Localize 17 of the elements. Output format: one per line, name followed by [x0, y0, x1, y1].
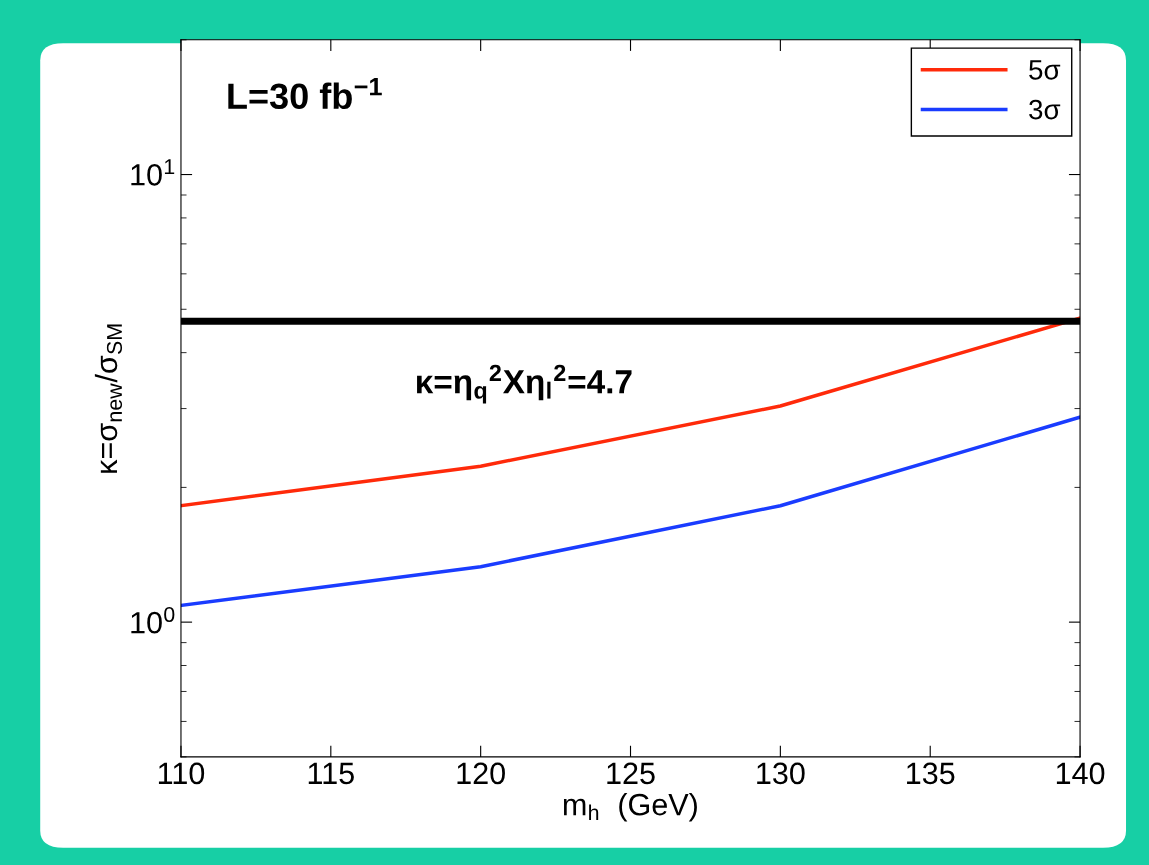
- annotation: L=30 fb$^{−1}$: [228, 77, 382, 110]
- x-tick-label: 140: [1056, 762, 1105, 785]
- x-tick-label: 125: [607, 762, 655, 785]
- x-tick-label: 115: [308, 762, 354, 785]
- x-tick-label: 110: [158, 762, 205, 785]
- x-tick-label: 120: [457, 762, 505, 785]
- ref-line-label: κ=η$_{q}$$^{2}$Xη$_{l}$$^{2}$=4.7: [417, 364, 632, 404]
- line-series: [180, 415, 1081, 608]
- y-tick-label: 10$^{0}$: [131, 606, 175, 634]
- legend-label: 5σ: [1029, 60, 1061, 80]
- x-tick-label: 135: [907, 762, 955, 785]
- y-axis-title: κ=σ$_{new}$/σ$_{SM}$: [94, 324, 123, 473]
- x-tick-label: 130: [757, 762, 805, 785]
- line-series: [180, 316, 1081, 508]
- y-tick-label: 10$^{1}$: [131, 159, 175, 186]
- x-axis-title: m$_{h}$ (GeV): [563, 793, 697, 822]
- legend-label: 3σ: [1029, 99, 1061, 120]
